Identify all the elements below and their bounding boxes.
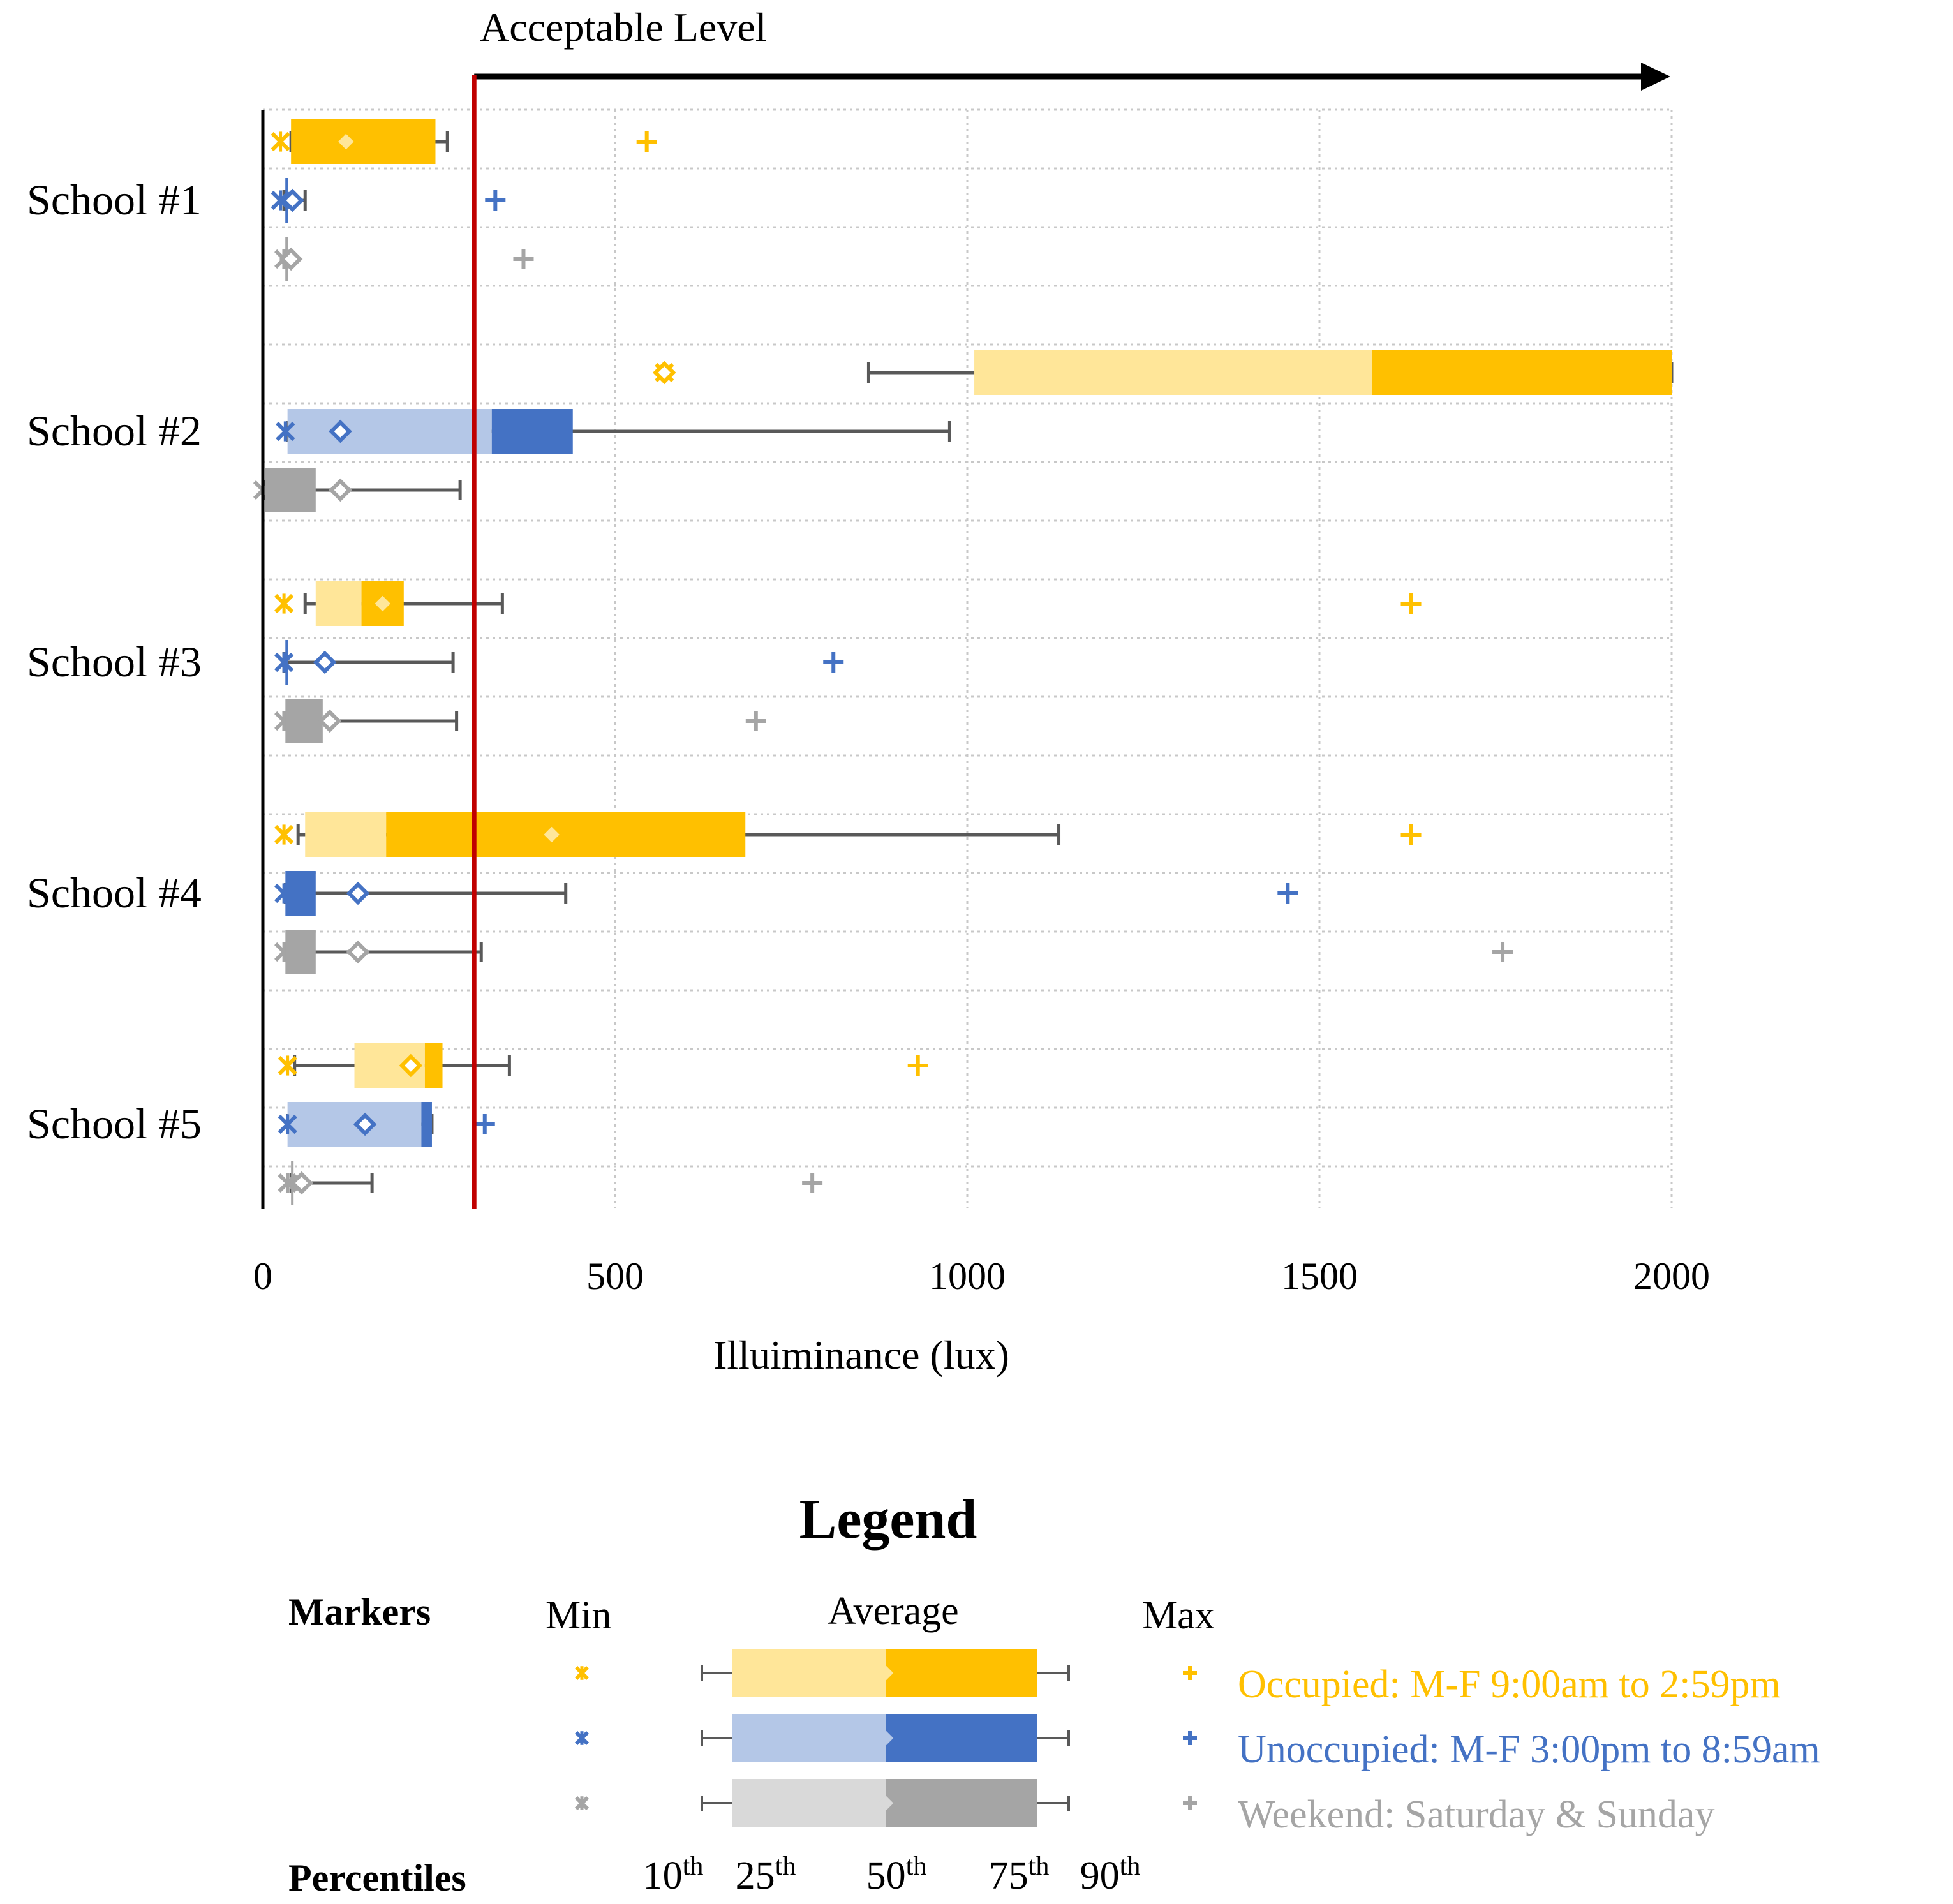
box-plot-row	[274, 871, 1298, 916]
box-25-50	[315, 581, 362, 626]
x-tick-label: 1000	[929, 1255, 1006, 1297]
grid-layer	[263, 108, 1673, 1208]
legend-title: Legend	[799, 1489, 977, 1551]
average-marker	[329, 419, 352, 443]
school-labels: School #1 School #2 School #3 School #4 Scho…	[27, 175, 202, 1148]
legend-max-label: Max	[1142, 1594, 1215, 1637]
box-50-75	[424, 1043, 443, 1088]
average-marker	[329, 478, 352, 502]
box-plot-row	[276, 409, 951, 454]
box-plot-row	[274, 640, 844, 685]
average-marker	[318, 709, 342, 733]
x-tick-label: 0	[253, 1255, 272, 1297]
box-50-75	[1372, 350, 1672, 395]
box-plot-row	[274, 699, 766, 743]
x-tick-label: 1500	[1281, 1255, 1358, 1297]
x-tick-labels: 0 500 1000 1500 2000	[253, 1255, 1710, 1297]
average-marker	[281, 188, 304, 212]
average-marker	[653, 361, 676, 385]
box-25-50	[305, 812, 387, 857]
legend-percentiles-label: Percentiles	[288, 1857, 466, 1899]
x-tick-label: 500	[586, 1255, 644, 1297]
box-50-75	[265, 468, 316, 512]
x-axis-label: Illuiminance (lux)	[713, 1332, 1009, 1378]
legend-box-dark	[886, 1714, 1037, 1762]
box-50-75	[421, 1102, 432, 1147]
legend-box-light	[732, 1714, 886, 1762]
legend: Legend Markers Min Average Max Occupied:…	[288, 1489, 1820, 1899]
box-plot-row	[278, 1043, 928, 1088]
average-marker	[279, 247, 303, 271]
legend-series-label: Weekend: Saturday & Sunday	[1238, 1793, 1714, 1836]
legend-series-label: Occupied: M-F 9:00am to 2:59pm	[1238, 1663, 1781, 1706]
legend-box-dark	[886, 1779, 1037, 1827]
box-plot-row	[274, 812, 1422, 857]
legend-row: Weekend: Saturday & Sunday	[574, 1779, 1714, 1836]
legend-average-label: Average	[828, 1589, 958, 1633]
box-25-50	[974, 350, 1372, 395]
box-50-75	[291, 119, 436, 164]
box-plot-row	[274, 930, 1513, 974]
acceptable-level-label: Acceptable Level	[480, 4, 767, 50]
average-marker	[346, 940, 370, 964]
school-label: School #2	[27, 406, 202, 455]
legend-percentile-label: 90th	[1080, 1852, 1141, 1898]
school-label: School #5	[27, 1099, 202, 1148]
box-plot-row	[271, 178, 506, 223]
box-plot-row	[253, 468, 462, 512]
box-plot-marks	[253, 119, 1674, 1205]
average-marker	[346, 881, 370, 905]
legend-rows: Occupied: M-F 9:00am to 2:59pm Unoccupied…	[574, 1649, 1820, 1836]
box-plot-row	[653, 350, 1674, 395]
legend-box-light	[732, 1779, 886, 1827]
box-50-75	[285, 930, 316, 974]
average-marker	[338, 133, 354, 150]
legend-percentile-label: 25th	[736, 1852, 796, 1898]
legend-min-label: Min	[546, 1594, 611, 1637]
school-label: School #1	[27, 175, 202, 224]
legend-percentile-label: 50th	[866, 1852, 927, 1898]
legend-series-label: Unoccupied: M-F 3:00pm to 8:59am	[1238, 1728, 1820, 1771]
average-marker	[399, 1053, 423, 1078]
box-plot-row	[274, 581, 1422, 626]
average-marker	[313, 650, 337, 674]
acceptable-level-arrow-head	[1641, 63, 1670, 91]
average-marker	[877, 1795, 894, 1811]
average-marker	[375, 595, 390, 612]
box-plot-row	[271, 119, 657, 164]
school-label: School #3	[27, 637, 202, 686]
box-50-75	[386, 812, 746, 857]
box-50-75	[285, 699, 323, 743]
legend-box-dark	[886, 1649, 1037, 1697]
x-tick-label: 2000	[1633, 1255, 1710, 1297]
legend-row: Unoccupied: M-F 3:00pm to 8:59am	[574, 1714, 1820, 1771]
legend-percentile-label: 75th	[989, 1852, 1050, 1898]
average-marker	[877, 1730, 894, 1746]
legend-box-light	[732, 1649, 886, 1697]
box-50-75	[491, 409, 573, 454]
average-marker	[544, 826, 560, 843]
average-marker	[877, 1665, 894, 1681]
box-plot-row	[278, 1161, 823, 1205]
box-plot-row	[274, 237, 534, 281]
legend-row: Occupied: M-F 9:00am to 2:59pm	[574, 1649, 1781, 1706]
box-25-50	[287, 409, 492, 454]
box-50-75	[285, 871, 316, 916]
acceptable-level-marker: Acceptable Level	[472, 4, 1670, 1209]
legend-markers-label: Markers	[288, 1591, 431, 1633]
legend-percentile-labels: 10th 25th 50th 75th 90th	[643, 1852, 1141, 1898]
box-plot-row	[278, 1102, 495, 1147]
average-marker	[290, 1171, 313, 1195]
legend-percentile-label: 10th	[643, 1852, 704, 1898]
school-label: School #4	[27, 868, 202, 917]
average-marker	[353, 1112, 377, 1136]
